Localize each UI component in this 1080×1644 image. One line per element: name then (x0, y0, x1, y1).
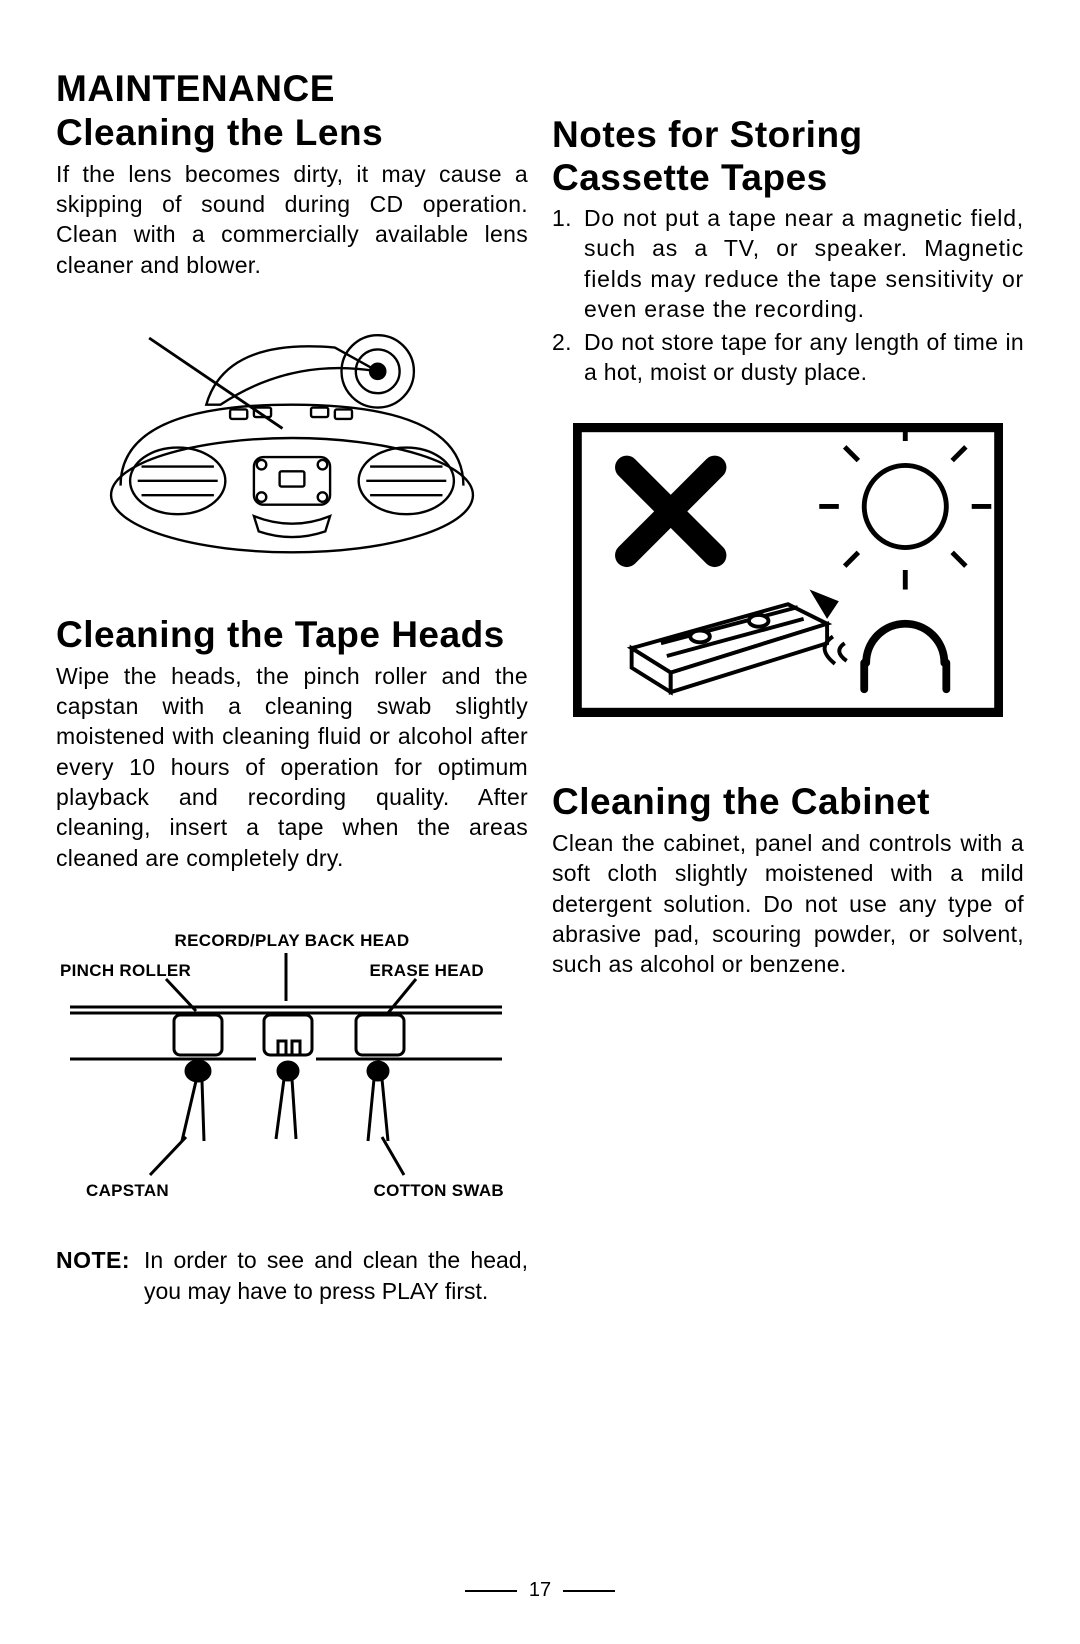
two-column-layout: MAINTENANCE Cleaning the Lens If the len… (56, 68, 1024, 1307)
list-item: 2. Do not store tape for any length of t… (552, 327, 1024, 388)
left-column: MAINTENANCE Cleaning the Lens If the len… (56, 68, 528, 1307)
right-column: Notes for Storing Cassette Tapes 1. Do n… (552, 68, 1024, 1307)
note-block: NOTE: In order to see and clean the head… (56, 1245, 528, 1307)
storage-warning-illustration-icon (573, 423, 1003, 717)
tape-head-diagram-icon (56, 931, 516, 1201)
tape-head-diagram: RECORD/PLAY BACK HEAD PINCH ROLLER ERASE… (56, 931, 528, 1201)
cabinet-body-text: Clean the cabinet, panel and controls wi… (552, 828, 1024, 980)
list-number: 1. (552, 203, 584, 324)
list-number: 2. (552, 327, 584, 388)
boombox-illustration-icon (92, 308, 492, 568)
tape-heads-body-text: Wipe the heads, the pinch roller and the… (56, 661, 528, 874)
note-text: In order to see and clean the head, you … (144, 1245, 528, 1307)
page-number: 17 (529, 1579, 551, 1602)
storing-tapes-list: 1. Do not put a tape near a magnetic fie… (552, 203, 1024, 387)
right-top-spacer (552, 68, 1024, 114)
section-heading-lens: Cleaning the Lens (56, 112, 528, 155)
section-heading-tape-heads: Cleaning the Tape Heads (56, 614, 528, 657)
list-item-text: Do not put a tape near a magnetic field,… (584, 203, 1024, 324)
main-heading: MAINTENANCE (56, 68, 528, 110)
manual-page: MAINTENANCE Cleaning the Lens If the len… (0, 0, 1080, 1644)
storage-warning-figure (552, 423, 1024, 717)
footer-rule-right (563, 1590, 615, 1592)
section-heading-cabinet: Cleaning the Cabinet (552, 781, 1024, 824)
lens-body-text: If the lens becomes dirty, it may cause … (56, 159, 528, 280)
note-label: NOTE: (56, 1245, 144, 1307)
page-footer: 17 (0, 1579, 1080, 1602)
list-item: 1. Do not put a tape near a magnetic fie… (552, 203, 1024, 324)
boombox-figure (56, 298, 528, 578)
footer-rule-left (465, 1590, 517, 1592)
list-item-text: Do not store tape for any length of time… (584, 327, 1024, 388)
section-heading-storing-tapes: Notes for Storing Cassette Tapes (552, 114, 1024, 199)
